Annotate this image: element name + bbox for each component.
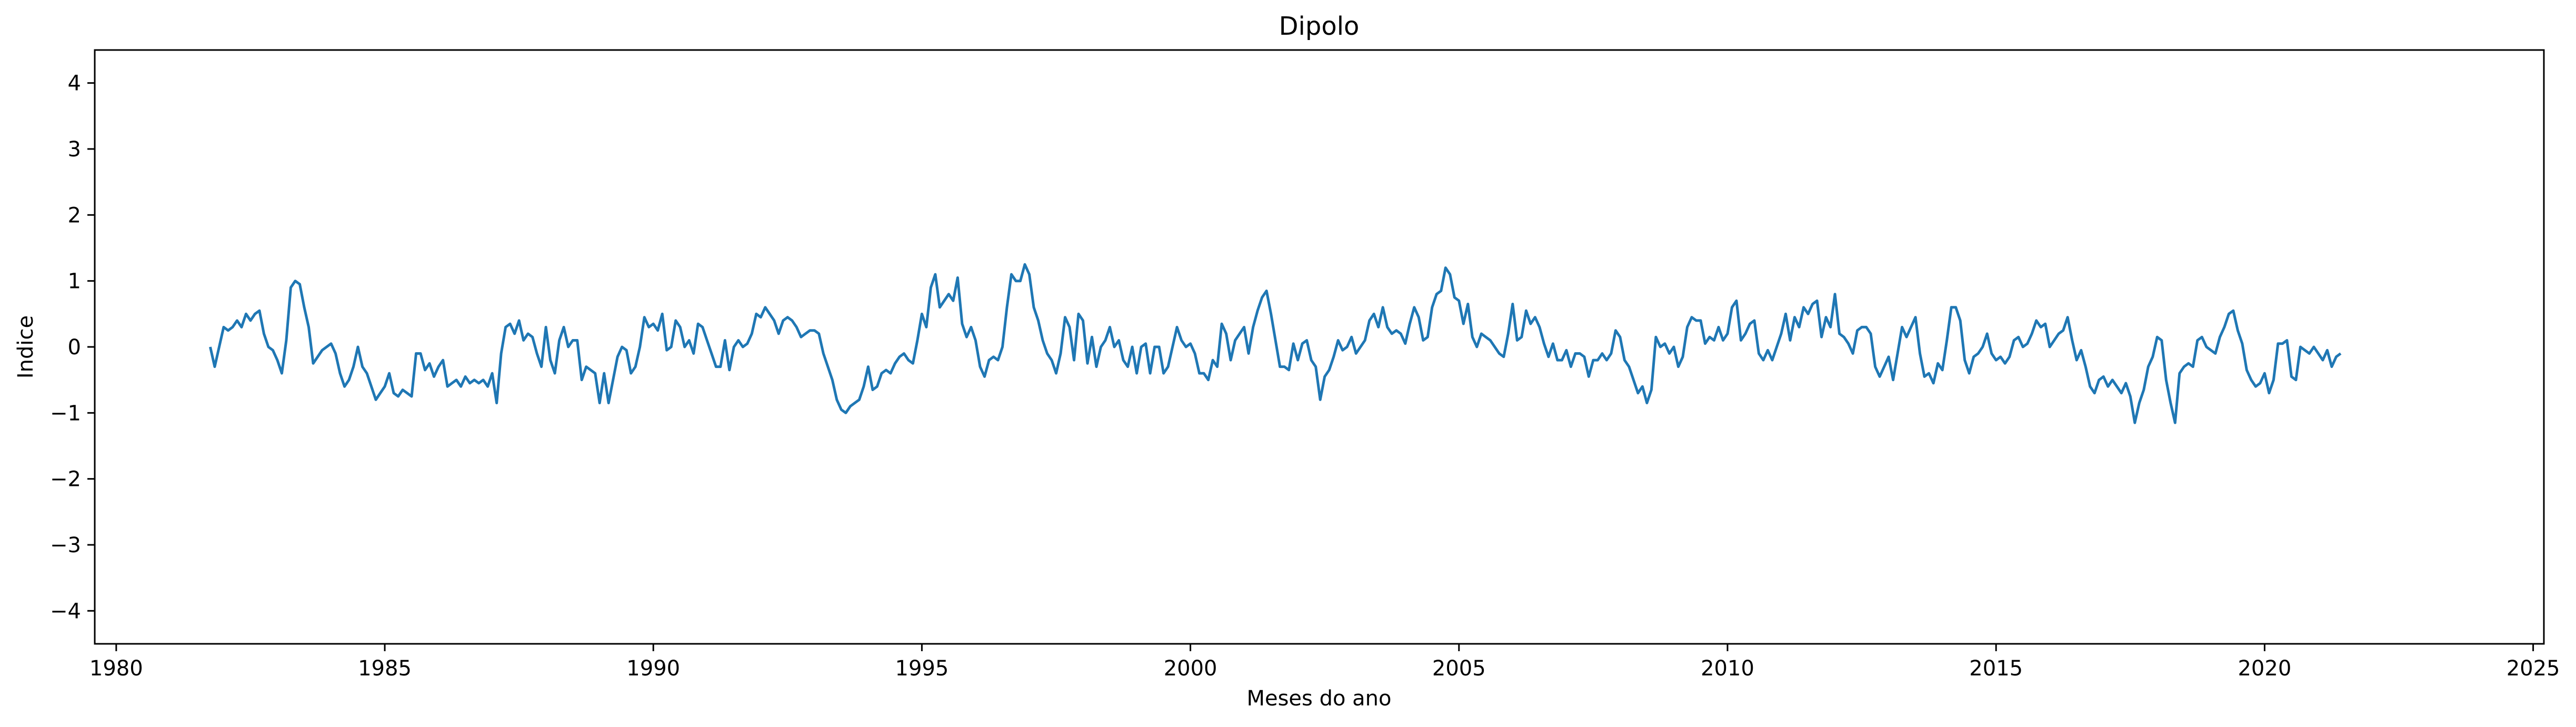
y-tick-label: 2 [68,203,81,227]
y-tick-label: 4 [68,72,81,96]
series-line [208,263,2342,424]
x-tick-label: 1990 [626,656,680,681]
x-tick-label: 2000 [1164,656,1217,681]
y-tick-label: −3 [50,533,81,557]
x-tick-label: 2020 [2238,656,2291,681]
x-tick-label: 2005 [1432,656,1486,681]
y-tick-label: 1 [68,270,81,294]
y-axis-label: Indice [14,315,38,379]
y-tick-label: 0 [68,335,81,360]
y-tick-label: 3 [68,137,81,162]
x-tick-label: 1995 [895,656,949,681]
y-tick-label: −4 [50,599,81,623]
chart-title: Dipolo [1279,12,1360,41]
x-tick-label: 2015 [1969,656,2023,681]
x-axis-label: Meses do ano [1246,686,1391,711]
y-tick-label: −2 [50,467,81,492]
x-tick-label: 1985 [358,656,412,681]
x-tick-label: 2025 [2507,656,2560,681]
y-tick-label: −1 [50,401,81,425]
x-tick-label: 1980 [89,656,143,681]
x-tick-label: 2010 [1701,656,1754,681]
plot-area [208,263,2342,424]
